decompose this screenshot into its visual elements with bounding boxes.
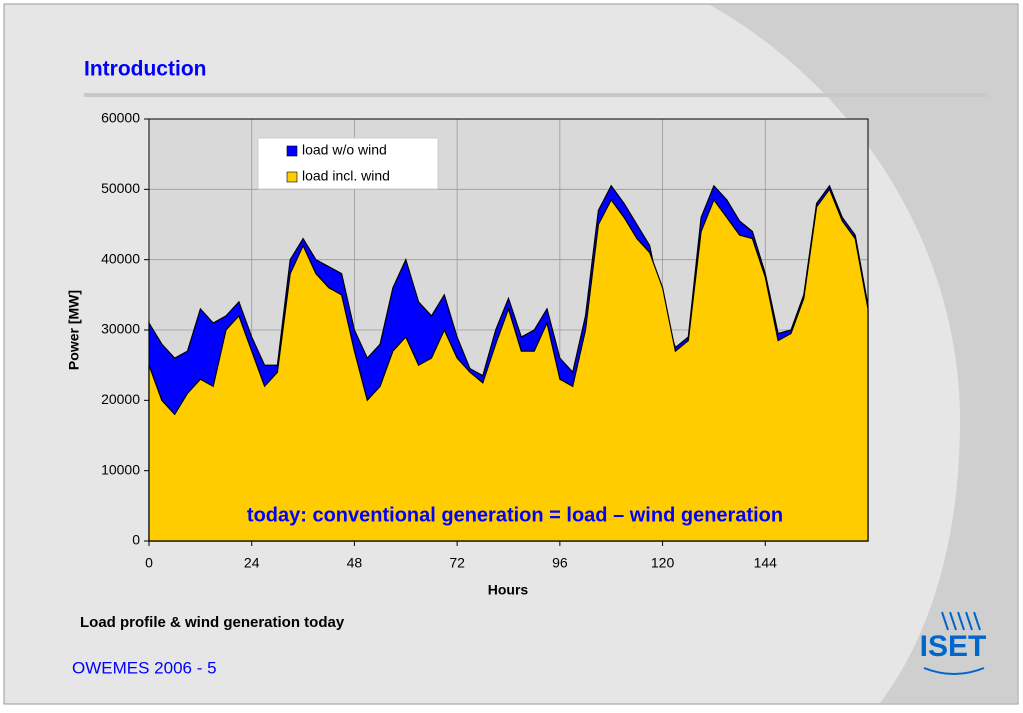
x-tick-label: 0 — [145, 555, 153, 571]
logo-text: ISET — [920, 630, 987, 663]
background-arc — [710, 5, 1017, 703]
x-tick-label: 144 — [754, 555, 778, 571]
slide-title: Introduction — [84, 58, 206, 81]
x-tick-label: 72 — [449, 555, 465, 571]
footer: OWEMES 2006 - 5 — [72, 658, 217, 677]
legend-swatch — [286, 171, 298, 183]
legend-label: load incl. wind — [302, 168, 390, 184]
y-tick-label: 60000 — [101, 110, 140, 126]
x-axis-label: Hours — [488, 582, 529, 598]
y-tick-label: 0 — [132, 532, 140, 548]
logo-swoosh — [923, 667, 985, 675]
logo: ISET — [920, 611, 987, 675]
y-tick-label: 30000 — [101, 321, 140, 337]
area — [148, 188, 869, 542]
y-axis-label: Power [MW] — [66, 290, 82, 370]
axes: 0 10000 20000 30000 40000 50000 60000 0 24 48 72 96… — [101, 110, 777, 571]
x-tick-label: 48 — [347, 555, 363, 571]
legend-label: load w/o wind — [302, 142, 387, 158]
y-tick-label: 50000 — [101, 180, 140, 196]
y-tick-label: 40000 — [101, 250, 140, 266]
x-tick-label: 120 — [651, 555, 675, 571]
title-rule — [84, 93, 988, 97]
x-tick-label: 96 — [552, 555, 568, 571]
caption: Load profile & wind generation today — [80, 614, 345, 631]
areas — [148, 184, 869, 542]
y-tick-label: 10000 — [101, 461, 140, 477]
legend-swatch — [286, 145, 298, 157]
x-tick-label: 24 — [244, 555, 260, 571]
y-tick-label: 20000 — [101, 391, 140, 407]
annotation: today: conventional generation = load – … — [247, 504, 783, 526]
logo-graphic — [941, 611, 981, 631]
legend: load w/o wind load incl. wind — [257, 137, 439, 190]
